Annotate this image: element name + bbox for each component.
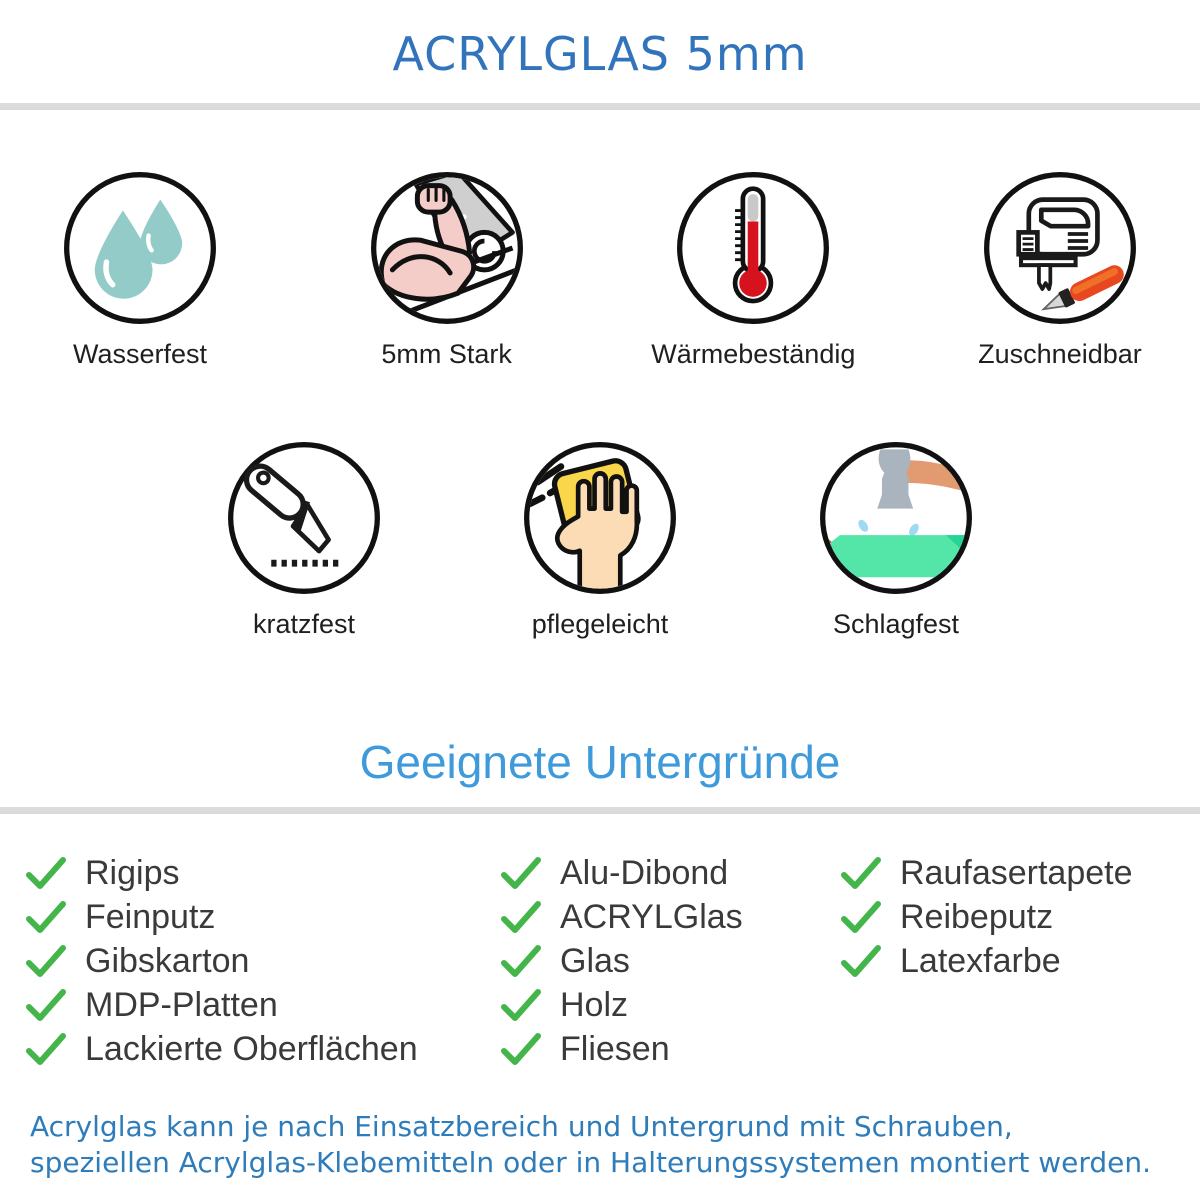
mounting-note-line-1: Acrylglas kann je nach Einsatzbereich un… [30,1109,1013,1143]
check-icon [501,1032,541,1065]
check-icon [841,856,881,889]
feature-label: Zuschneidbar [978,338,1142,369]
check-icon [501,900,541,933]
mounting-note: Acrylglas kann je nach Einsatzbereich un… [0,1109,1200,1181]
feature-zuschneidbar: Zuschneidbar [940,170,1180,370]
check-icon [841,944,881,977]
substrate-item: ACRYLGlas [500,896,840,940]
substrate-label: Raufasertapete [900,854,1133,893]
divider [0,806,1200,814]
feature-waermebestaendig: Wärmebeständig [633,170,873,370]
jigsaw-icon [983,171,1136,324]
substrate-label: Gibskarton [85,942,250,981]
feature-label: Wasserfest [72,338,208,369]
check-icon [26,1032,66,1065]
feature-wasserfest: Wasserfest [20,170,260,370]
substrate-item: Feinputz [25,896,500,940]
substrate-item: Raufasertapete [840,852,1200,896]
feature-row-1: Wasserfest [20,170,1180,370]
substrate-item: Gibskarton [25,940,500,984]
substrates-column-2: Alu-Dibond ACRYLGlas Glas Holz Fliesen [500,852,840,1072]
substrate-label: Reibeputz [900,898,1054,937]
feature-label: Schlagfest [832,608,960,639]
substrate-label: ACRYLGlas [560,898,743,937]
substrates-column-3: Raufasertapete Reibeputz Latexfarbe [840,852,1200,1072]
feature-label: 5mm Stark [381,338,512,369]
substrate-item: Alu-Dibond [500,852,840,896]
feature-label: Wärmebeständig [651,338,856,369]
check-icon [841,900,881,933]
page-title: ACRYLGLAS 5mm [392,27,808,81]
substrate-label: MDP-Platten [85,986,278,1025]
divider [0,102,1200,110]
feature-kratzfest: kratzfest [179,440,429,640]
substrate-label: Rigips [85,854,180,893]
substrate-label: Fliesen [560,1030,670,1069]
substrates-list: Rigips Feinputz Gibskarton MDP-Platten L… [0,852,1200,1072]
muscle-arm-icon [370,171,523,324]
feature-label: kratzfest [252,608,356,639]
feature-row-2: kratzfest pflegeleicht [0,440,1200,640]
check-icon [26,900,66,933]
substrate-item: Holz [500,984,840,1028]
feature-schlagfest: Schlagfest [771,440,1021,640]
substrate-item: Reibeputz [840,896,1200,940]
check-icon [501,944,541,977]
substrate-label: Alu-Dibond [560,854,729,893]
feature-5mm-stark: 5mm Stark [327,170,567,370]
substrate-label: Glas [560,942,630,981]
substrate-label: Holz [560,986,629,1025]
substrate-item: Rigips [25,852,500,896]
substrate-item: Lackierte Oberflächen [25,1028,500,1072]
feature-pflegeleicht: pflegeleicht [475,440,725,640]
substrate-item: Latexfarbe [840,940,1200,984]
substrate-item: MDP-Platten [25,984,500,1028]
substrates-heading: Geeignete Untergründe [359,735,841,788]
check-icon [26,944,66,977]
thermometer-icon [677,171,830,324]
check-icon [501,988,541,1021]
substrate-label: Latexfarbe [900,942,1061,981]
substrate-label: Feinputz [85,898,216,937]
check-icon [501,856,541,889]
substrate-item: Glas [500,940,840,984]
check-icon [26,856,66,889]
substrate-label: Lackierte Oberflächen [85,1030,418,1069]
cleaning-hand-icon [524,441,676,594]
check-icon [26,988,66,1021]
mounting-note-line-2: speziellen Acrylglas-Klebemitteln oder i… [30,1145,1152,1179]
substrate-item: Fliesen [500,1028,840,1072]
cutter-knife-icon [228,441,380,594]
substrates-column-1: Rigips Feinputz Gibskarton MDP-Platten L… [25,852,500,1072]
water-drops-icon [64,171,216,324]
feature-label: pflegeleicht [531,608,669,639]
hammer-icon [820,441,972,594]
